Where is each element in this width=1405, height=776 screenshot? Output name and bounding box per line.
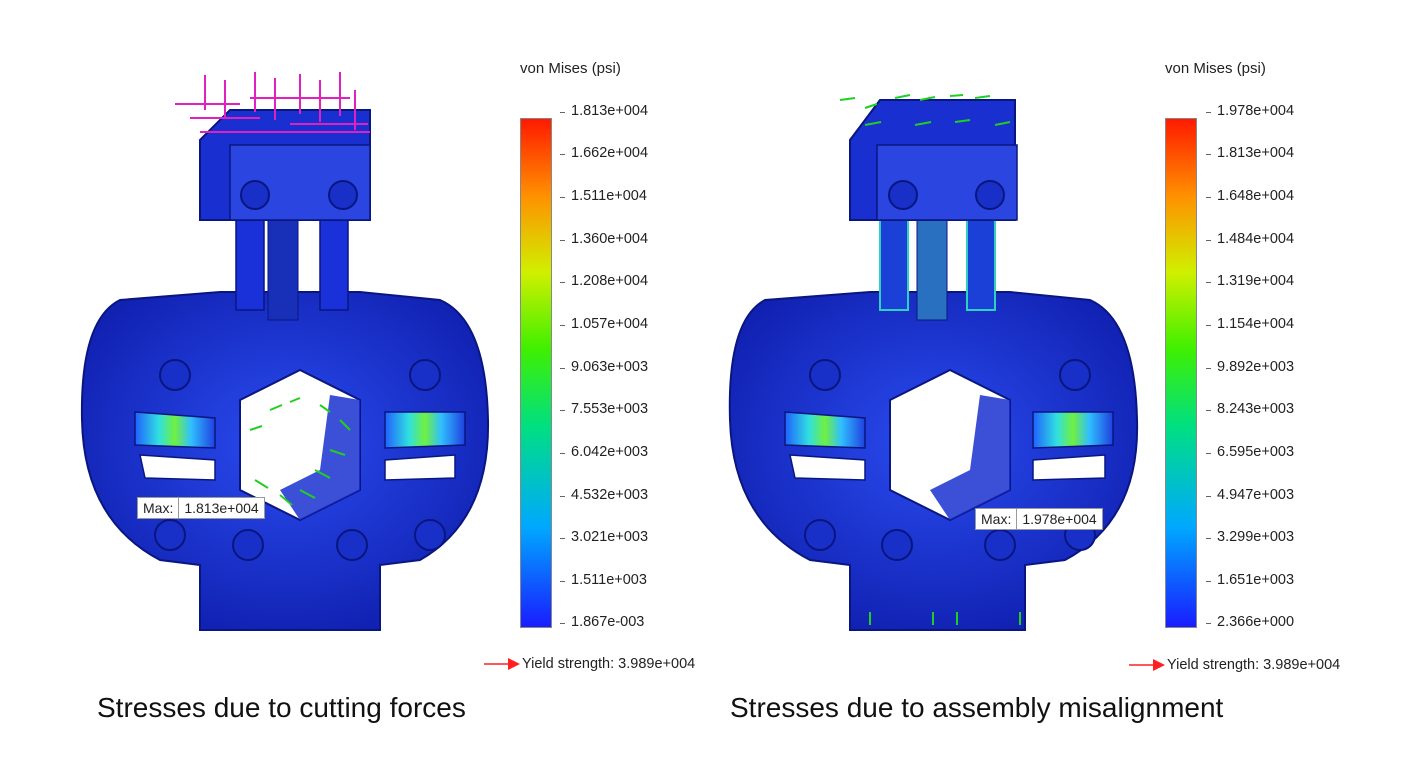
max-probe: Max: 1.813e+004 bbox=[137, 497, 265, 519]
fixture-arrows-top bbox=[839, 94, 1011, 126]
tick-label: 1.813e+004 bbox=[1205, 145, 1295, 161]
tick-label: 1.662e+004 bbox=[559, 145, 649, 161]
tick-label: 1.208e+004 bbox=[559, 273, 649, 289]
slot-left bbox=[134, 411, 216, 449]
tick-label: 1.511e+004 bbox=[560, 188, 647, 204]
tick-label: 7.553e+003 bbox=[559, 401, 649, 417]
max-label: Max: bbox=[976, 509, 1018, 529]
tick-label: 4.947e+003 bbox=[1205, 487, 1295, 503]
tick-label: 1.360e+004 bbox=[559, 231, 649, 247]
colorbar bbox=[520, 118, 552, 628]
tick-label: 1.154e+004 bbox=[1205, 316, 1295, 332]
caption: Stresses due to assembly misalignment bbox=[730, 692, 1224, 723]
slot-right bbox=[1032, 411, 1114, 449]
tick-label: 6.595e+003 bbox=[1205, 444, 1295, 460]
tick-label: 1.813e+004 bbox=[559, 103, 649, 119]
tick-label: 1.867e-003 bbox=[559, 614, 645, 630]
tick-label: 1.648e+004 bbox=[1205, 188, 1295, 204]
tick-label: 1.651e+003 bbox=[1205, 572, 1295, 588]
tick-label: 4.532e+003 bbox=[559, 487, 649, 503]
tick-label: 1.511e+003 bbox=[560, 572, 647, 588]
colorbar bbox=[1165, 118, 1197, 628]
flexure-stem-left bbox=[879, 209, 909, 311]
scale-title: von Mises (psi) bbox=[1165, 60, 1266, 77]
yield-strength: Yield strength: 3.989e+004 bbox=[1129, 657, 1340, 673]
load-arrows bbox=[175, 72, 370, 133]
fea-model-misalignment bbox=[728, 94, 1139, 631]
panel-assembly-misalignment: von Mises (psi) 1.978e+004 1.813e+004 1.… bbox=[705, 0, 1405, 776]
slot-left bbox=[784, 411, 866, 449]
slot-right bbox=[384, 411, 466, 449]
tick-label: 9.892e+003 bbox=[1205, 359, 1295, 375]
tick-label: 2.366e+000 bbox=[1205, 614, 1295, 630]
flexure-stem-right bbox=[966, 209, 996, 311]
flexure-stem-left bbox=[235, 209, 265, 311]
max-value: 1.978e+004 bbox=[1022, 511, 1097, 527]
tick-label: 1.484e+004 bbox=[1205, 231, 1295, 247]
yield-text: Yield strength: 3.989e+004 bbox=[522, 656, 696, 672]
fea-model-cutting bbox=[80, 72, 490, 631]
red-arrow-icon bbox=[484, 658, 520, 670]
tick-label: 1.978e+004 bbox=[1205, 103, 1295, 119]
max-value: 1.813e+004 bbox=[184, 500, 259, 516]
flexure-stem-right bbox=[319, 209, 349, 311]
tick-label: 8.243e+003 bbox=[1205, 401, 1295, 417]
tick-label: 3.021e+003 bbox=[559, 529, 649, 545]
tick-label: 3.299e+003 bbox=[1205, 529, 1295, 545]
tick-label: 9.063e+003 bbox=[559, 359, 649, 375]
yield-strength: Yield strength: 3.989e+004 bbox=[484, 656, 695, 672]
scale-title: von Mises (psi) bbox=[520, 60, 621, 77]
tick-label: 1.057e+004 bbox=[559, 316, 649, 332]
panel-cutting-forces: von Mises (psi) 1.813e+004 1.662e+004 1.… bbox=[80, 60, 695, 723]
yield-text: Yield strength: 3.989e+004 bbox=[1167, 657, 1341, 673]
fixture-arrows-inner bbox=[249, 397, 351, 506]
max-probe: Max: 1.978e+004 bbox=[975, 508, 1103, 530]
red-arrow-icon bbox=[1129, 659, 1165, 671]
tick-label: 6.042e+003 bbox=[559, 444, 649, 460]
max-label: Max: bbox=[138, 498, 180, 518]
caption: Stresses due to cutting forces bbox=[97, 692, 466, 723]
fixture-arrows-bottom bbox=[869, 612, 1021, 625]
tick-label: 1.319e+004 bbox=[1205, 273, 1295, 289]
